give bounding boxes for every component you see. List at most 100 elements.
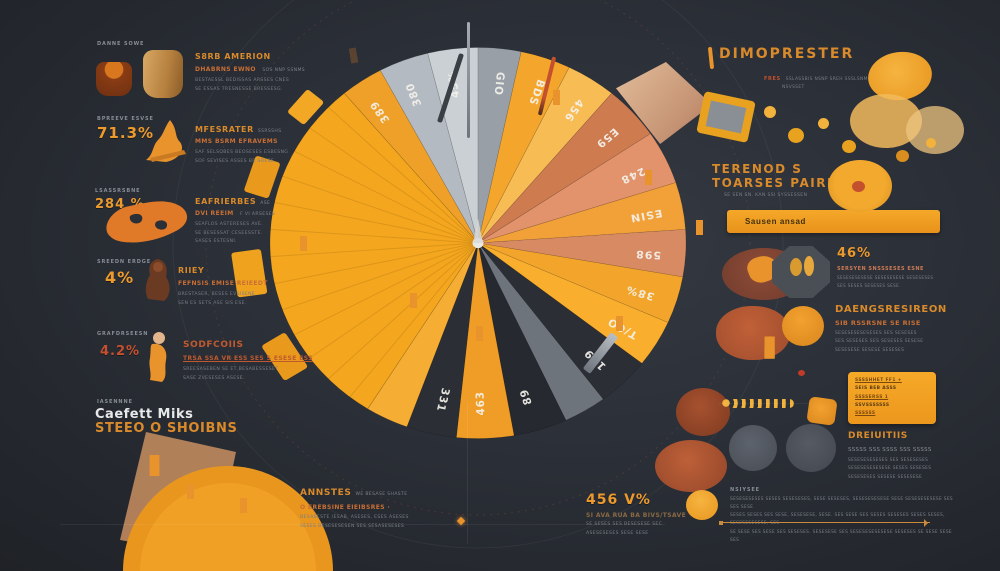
- right-header-meta-text: SSLASSBIS NSNP SREH SSSLSNM SE NSSE: [785, 77, 891, 82]
- stat-tag: BPREEVE ESVSE: [97, 116, 154, 122]
- pie-segment: [477, 242, 604, 421]
- stat-body: SREESASEBEN SE ET BESABESSESET SASE ZVESE…: [183, 367, 279, 381]
- pie-segment-label: ESIN: [629, 207, 664, 225]
- bottom-note-subtitle: O EREBSINE EIEIBSRES ·: [300, 504, 391, 511]
- callout-line: SSSSHHET FF1 +: [855, 378, 902, 383]
- stat-title: SODFCOIIS: [183, 340, 244, 350]
- outer-guide-arc: [205, 0, 751, 516]
- dome-highlight: [140, 483, 316, 571]
- pie-segment-label: GIO: [491, 71, 507, 96]
- kneeling-figure-icon: [149, 332, 167, 382]
- stat-body: BRESTASER, BESES EVSISENE SEN ES SETS ASE…: [178, 292, 256, 306]
- stat-subtitle: FEFNSIS EMISE REIEEDT: [178, 280, 268, 287]
- pie-segment: [367, 242, 479, 428]
- listing-subtitle: SSSSS SSS SSSS SSS SSSSS: [848, 447, 932, 453]
- pie-segment-169: [477, 242, 643, 400]
- fan-rib: [294, 150, 479, 244]
- pie-segment-38%: [477, 242, 684, 323]
- gray-disc-icon: [786, 424, 836, 472]
- stat-text-block: SODFCOIIS TRSA SSA VR ESS SES S ESESE ES…: [183, 340, 333, 383]
- pie-center-cone: [473, 218, 483, 243]
- stat-title: MFESRATER SSRSSHS: [195, 125, 282, 134]
- vertical-guide-line: [467, 402, 468, 544]
- stat-tag: DANNE SOWE: [97, 41, 145, 47]
- terracotta-blob-icon: [716, 306, 790, 360]
- person-figure: [696, 220, 703, 235]
- right-header-meta2: NSVSSET: [782, 85, 805, 91]
- stat-subtitle: DVI REEIM F VI ARSESES: [195, 210, 276, 217]
- stat-title: S8RB AMERION: [195, 52, 271, 61]
- ball-icon: [818, 118, 829, 129]
- gold-figure-icon: [804, 256, 814, 276]
- pie-segment-248: [477, 133, 677, 244]
- coin-disc-icon: [906, 106, 964, 154]
- right-stat-caption: SERSYEN SNSSSESES ESNE: [837, 266, 924, 272]
- footnote-label: NSIYSEE: [730, 487, 760, 493]
- ball-icon: [788, 128, 804, 143]
- person-figure: [300, 236, 307, 251]
- fan-rib: [328, 106, 479, 244]
- stat-text-block: S8RB AMERION DHABRNS EWNO SOS NNP SSNMS …: [195, 52, 325, 94]
- listing-body: SESESESESESES SES SESESESES SESESESESESES…: [848, 458, 932, 480]
- person-figure: [187, 484, 194, 499]
- pie-segment-456: [477, 66, 613, 244]
- listing-title: DREIUITIIS: [848, 431, 908, 441]
- bottom-note-body: BESASESTE /ESAB, ASESES, ESES ASESES SESE…: [300, 515, 409, 529]
- section-title-line2: TOARSES PAIRES: [712, 176, 847, 190]
- stat-tag: GRAFDRSEESN: [97, 331, 149, 337]
- cta-button[interactable]: Sausen ansad: [727, 210, 940, 233]
- callout-line: SSSSSS: [855, 411, 876, 417]
- bottom-stat-block: 456 V% SI AVA RUA BA BIVS/TSAVE SE SESES…: [586, 492, 756, 538]
- pie-segment-T/CO: [477, 242, 669, 364]
- arrow-divider: [719, 519, 930, 527]
- person-figure: [149, 455, 160, 476]
- right-header-title: DIMOPRESTER: [719, 46, 855, 62]
- pie-segment-label: 89: [517, 387, 535, 406]
- person-figure: [240, 498, 247, 513]
- callout-line: SEIS BEB ASSS: [855, 386, 897, 392]
- stat-text-block: RIIEY FEFNSIS EMISE REIEEDT BRESTASER, B…: [178, 266, 328, 308]
- stat-subtitle: MMS BSRM EFRAVEMS: [195, 138, 278, 145]
- fan-rib: [282, 242, 479, 311]
- fan-rib: [294, 242, 479, 336]
- stat-value: 71.3%: [97, 124, 155, 142]
- pie-segment: [269, 92, 479, 410]
- pole-icon: [467, 22, 470, 138]
- right-header-meta: FRES SSLASSBIS NSNP SREH SSSLSNM SE NSSE…: [764, 65, 964, 93]
- footer-headline-line1: Caefett Miks: [95, 407, 194, 422]
- feature-block: DAENGSRESIREON SIB RSSRSNE SE RISE SESES…: [835, 304, 990, 355]
- gray-disc-icon: [729, 425, 777, 471]
- stat-body: SEAFLOS ASTERESES AVE. SE BESESSAT CESEES…: [195, 222, 264, 245]
- rim-block: [244, 156, 280, 198]
- bottom-stat-value: 456 V%: [586, 492, 651, 508]
- section-meta: SE SEN SN. KAN SSI SYSSESSEN: [724, 193, 808, 198]
- fan-rib: [270, 242, 479, 258]
- pie-segment-89: [477, 242, 567, 436]
- bead-row-icon: [722, 399, 794, 408]
- bottom-stat-caption: SI AVA RUA BA BIVS/TSAVE: [586, 512, 687, 519]
- callout-line: SSVSSSSSSS: [855, 403, 890, 409]
- right-stat-body: SESESESESESE SESESESESE SESESESES SES SES…: [837, 275, 934, 288]
- pie-segment-463: [455, 242, 515, 439]
- octagon-disc-icon: [772, 246, 830, 298]
- island-map-icon: [106, 201, 188, 243]
- footer-tag: IASENNNE: [97, 399, 133, 405]
- stat-text-block: MFESRATER SSRSSHS MMS BSRM EFRAVEMS SAF S…: [195, 125, 330, 166]
- fan-rib: [309, 127, 479, 244]
- orange-disc-icon: [782, 306, 824, 346]
- faint-arc: [172, 0, 784, 549]
- pie-segment-45%: [427, 47, 479, 244]
- pumpkin-cube-icon: [806, 396, 838, 426]
- bottom-note-block: ANNSTES WE BESASE SHASTE O EREBSINE EIEIB…: [300, 480, 490, 531]
- footnote-block: NSIYSEE SESESESESES SESES SESESESES, SES…: [730, 487, 958, 545]
- bottom-guide-line: [60, 524, 665, 525]
- bottom-note-title: ANNSTES WE BESASE SHASTE: [300, 488, 408, 498]
- fan-rib: [282, 175, 479, 244]
- bead-line: [718, 403, 814, 404]
- pie-segment-BDS: [477, 51, 570, 244]
- gold-figure-icon: [790, 258, 802, 276]
- pie-segment-598: [477, 229, 687, 278]
- footer-headline-line2: STEEO O SHOIBNS: [95, 421, 238, 436]
